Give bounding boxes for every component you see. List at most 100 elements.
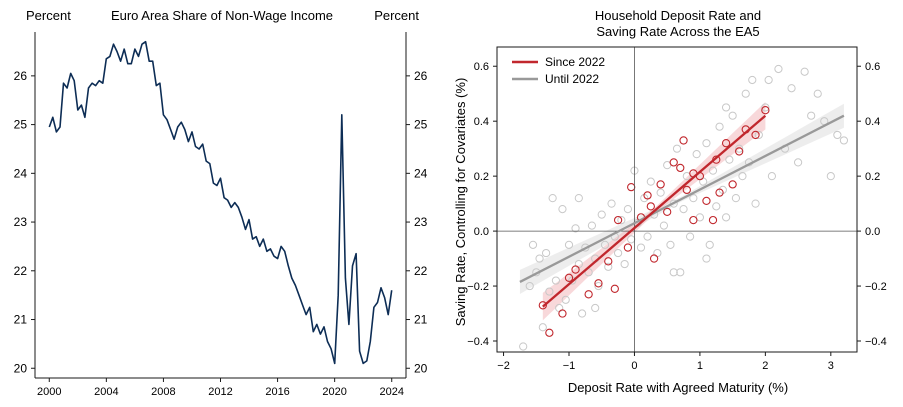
scatter-point-until-2022 [607, 199, 616, 208]
x-tick-label: 2008 [151, 386, 175, 398]
y-tick-label-left: 25 [14, 118, 28, 132]
y-tick-label-right: 20 [414, 361, 428, 375]
y-tick-label-left: −0.4 [467, 336, 489, 348]
scatter-point-until-2022 [538, 323, 547, 332]
scatter-point-since-2022 [669, 158, 678, 167]
scatter-point-until-2022 [774, 64, 783, 74]
scatter-point-until-2022 [833, 130, 842, 140]
reference-lines [497, 47, 857, 352]
y-axis-label: Saving Rate, Controlling for Covariates … [453, 78, 468, 327]
y-tick-label-left: 0.6 [474, 61, 489, 73]
scatter-point-until-2022 [826, 172, 835, 181]
fit-line-since-2022 [542, 114, 767, 308]
scatter-point-since-2022 [735, 147, 744, 156]
y-tick-label-left: 0.0 [474, 226, 489, 238]
scatter-point-until-2022 [761, 103, 770, 112]
legend-label-since-2022: Since 2022 [545, 55, 605, 69]
scatter-point-until-2022 [679, 205, 688, 214]
y-tick-label-left: 26 [14, 69, 28, 83]
right-unit-label: Percent [374, 8, 419, 23]
scatter-point-until-2022 [646, 177, 655, 186]
scatter-point-until-2022 [735, 144, 744, 153]
scatter-point-until-2022 [643, 232, 652, 241]
scatter-point-since-2022 [604, 257, 613, 266]
scatter-point-since-2022 [751, 130, 760, 140]
scatter-point-until-2022 [525, 281, 534, 291]
scatter-point-since-2022 [610, 284, 619, 293]
scatter-point-until-2022 [535, 254, 544, 263]
scatter-point-until-2022 [561, 295, 570, 304]
scatter-point-since-2022 [761, 106, 770, 115]
y-tick-label-right: 21 [414, 313, 428, 327]
x-tick-label: 1 [697, 360, 703, 372]
y-tick-label-left: 24 [14, 166, 28, 180]
scatter-point-until-2022 [672, 144, 682, 153]
scatter-point-since-2022 [584, 290, 593, 299]
scatter-point-since-2022 [646, 202, 655, 211]
right-ticks: −2 −1 0 1 2 3 −0.4 −0.4 −0.2 −0.2 0.0 0.0 0.2 0.2 0.4 0… [467, 61, 886, 372]
scatter-point-until-2022 [669, 268, 678, 277]
scatter-point-until-2022 [597, 210, 606, 219]
right-chart-title-line-2: Saving Rate Across the EA5 [596, 24, 759, 39]
y-tick-label-right: 0.0 [865, 226, 880, 238]
scatter-point-until-2022 [574, 194, 583, 203]
scatter-point-since-2022 [613, 215, 623, 225]
series-line-non-wage-share [48, 40, 393, 365]
scatter-point-until-2022 [708, 166, 718, 175]
y-tick-label-right: 26 [414, 69, 428, 83]
non-wage-income-chart: Percent Euro Area Share of Non-Wage Inco… [14, 8, 428, 398]
scatter-point-until-2022 [705, 240, 714, 249]
scatter-point-since-2022 [682, 185, 691, 195]
x-tick-label: 2004 [94, 386, 118, 398]
scatter-point-since-2022 [689, 215, 698, 225]
scatter-point-until-2022 [767, 172, 777, 181]
fit-line-until-2022 [519, 114, 845, 283]
scatter-point-since-2022 [656, 180, 665, 189]
y-tick-label-left: −0.2 [467, 281, 489, 293]
scatter-point-since-2022 [721, 139, 731, 148]
scatter-point-until-2022 [787, 84, 796, 93]
scatter-point-since-2022 [545, 328, 554, 337]
scatter-point-until-2022 [627, 235, 636, 244]
scatter-point-since-2022 [564, 273, 574, 282]
scatter-point-until-2022 [659, 221, 669, 230]
scatter-point-until-2022 [712, 202, 721, 211]
legend: Since 2022 Until 2022 [512, 55, 605, 86]
y-tick-label-right: −0.4 [865, 336, 887, 348]
y-tick-label-right: 0.4 [865, 116, 880, 128]
scatter-point-until-2022 [600, 240, 610, 249]
scatter-points [519, 64, 849, 351]
scatter-point-until-2022 [807, 111, 816, 120]
scatter-point-since-2022 [702, 196, 711, 206]
confidence-bands [519, 102, 844, 321]
scatter-point-since-2022 [643, 191, 652, 200]
scatter-point-until-2022 [636, 243, 646, 252]
scatter-point-until-2022 [748, 75, 757, 85]
scatter-point-until-2022 [528, 240, 538, 249]
x-axis-label: Deposit Rate with Agreed Maturity (%) [568, 380, 788, 395]
scatter-point-until-2022 [685, 232, 695, 241]
scatter-point-until-2022 [613, 248, 623, 258]
y-tick-label-right: 22 [414, 264, 428, 278]
scatter-point-since-2022 [594, 279, 603, 288]
y-tick-label-right: −0.2 [865, 281, 887, 293]
plot-frame [496, 46, 858, 353]
scatter-point-since-2022 [558, 309, 567, 318]
scatter-point-until-2022 [725, 155, 734, 164]
scatter-point-until-2022 [689, 194, 698, 203]
x-tick-label: 2012 [208, 386, 232, 398]
scatter-point-until-2022 [591, 303, 600, 313]
scatter-point-until-2022 [813, 89, 822, 98]
scatter-point-until-2022 [754, 130, 763, 140]
x-tick-label: 0 [631, 360, 637, 372]
scatter-point-until-2022 [548, 194, 557, 203]
fit-lines [519, 114, 845, 308]
scatter-point-since-2022 [649, 254, 659, 263]
y-tick-label-left: 21 [14, 313, 28, 327]
scatter-point-until-2022 [541, 248, 551, 258]
scatter-point-since-2022 [663, 207, 672, 217]
y-tick-label-right: 23 [414, 215, 428, 229]
scatter-point-until-2022 [728, 111, 737, 120]
